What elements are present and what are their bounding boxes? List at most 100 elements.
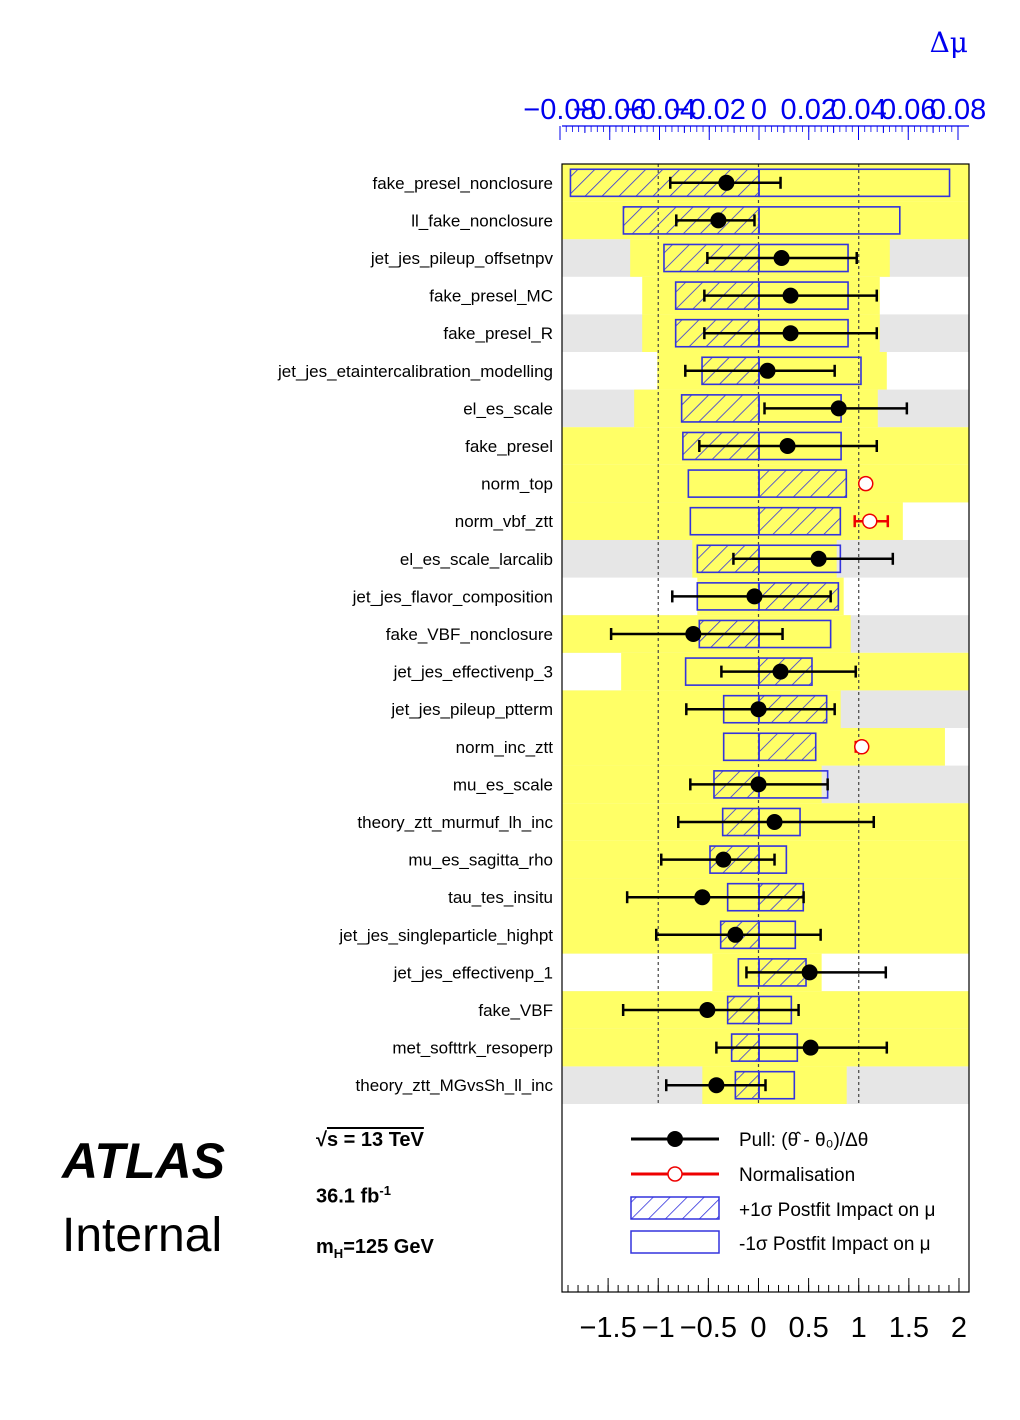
top-tick-label: −0.02 xyxy=(673,94,746,126)
legend-normalisation-label: Normalisation xyxy=(739,1165,855,1186)
parameter-label: el_es_scale xyxy=(463,399,553,418)
top-tick-label: 0 xyxy=(751,94,767,126)
pull-marker xyxy=(802,1039,819,1056)
prefit-band xyxy=(562,502,903,540)
top-axis-title: Δμ xyxy=(930,26,968,59)
bottom-tick-label: 1 xyxy=(851,1312,867,1344)
mass-subscript: H xyxy=(333,1246,344,1261)
legend: Pull: (θ̂ - θ₀)/Δθ Normalisation +1σ Pos… xyxy=(630,1130,935,1255)
pull-marker xyxy=(715,851,732,868)
top-tick-label: 0.04 xyxy=(830,94,886,126)
parameter-label: jet_jes_pileup_ptterm xyxy=(390,700,553,719)
top-tick-label: 0.08 xyxy=(930,94,986,126)
legend-normalisation-marker xyxy=(667,1166,683,1182)
parameter-label: el_es_scale_larcalib xyxy=(400,550,553,569)
top-tick-label: −0.08 xyxy=(523,94,596,126)
luminosity-value: 36.1 fb xyxy=(316,1185,380,1208)
luminosity-label: 36.1 fb-1 xyxy=(316,1183,391,1209)
pull-marker xyxy=(801,964,818,981)
parameter-label: jet_jes_pileup_offsetnpv xyxy=(370,249,554,268)
parameter-label: tau_tes_insitu xyxy=(448,888,553,907)
legend-pull-label: Pull: (θ̂ - θ₀)/Δθ xyxy=(739,1130,868,1151)
parameter-label: fake_VBF xyxy=(478,1001,553,1020)
parameter-label: norm_inc_ztt xyxy=(456,738,554,757)
bottom-tick-label: −1 xyxy=(642,1312,675,1344)
pull-marker xyxy=(782,325,799,342)
pull-marker xyxy=(746,588,763,605)
pull-marker xyxy=(750,701,767,718)
top-tick-label: 0.06 xyxy=(880,94,936,126)
pull-marker xyxy=(727,926,744,943)
top-tick-label: −0.04 xyxy=(623,94,696,126)
parameter-label: norm_vbf_ztt xyxy=(455,512,554,531)
normalisation-marker xyxy=(853,739,870,755)
parameter-label: jet_jes_singleparticle_highpt xyxy=(338,926,553,945)
parameter-label: fake_VBF_nonclosure xyxy=(386,625,553,644)
luminosity-exponent: -1 xyxy=(379,1183,391,1198)
top-tick-label: 0.02 xyxy=(781,94,837,126)
top-tick-label: −0.06 xyxy=(573,94,646,126)
parameter-label: fake_presel xyxy=(465,437,553,456)
plus-impact-box xyxy=(758,732,817,762)
experiment-name: ATLAS xyxy=(62,1133,225,1189)
legend-pull-marker xyxy=(667,1131,683,1147)
pull-marker xyxy=(759,362,776,379)
prefit-band xyxy=(562,728,945,766)
parameter-label: ll_fake_nonclosure xyxy=(411,211,553,230)
bottom-tick-label: 2 xyxy=(951,1312,967,1344)
pull-marker xyxy=(779,438,796,454)
bottom-tick-label: −0.5 xyxy=(680,1312,737,1344)
pull-marker xyxy=(782,287,799,304)
pull-marker xyxy=(718,174,735,191)
energy-label: √s = 13 TeV xyxy=(316,1129,424,1152)
parameter-label: fake_presel_MC xyxy=(429,287,553,306)
parameter-label: mu_es_sagitta_rho xyxy=(408,851,553,870)
normalisation-marker xyxy=(857,475,874,492)
mass-symbol: m xyxy=(316,1236,334,1258)
pull-marker xyxy=(810,550,827,567)
axes: −1.5 −1 −0.5 0 0.5 1 1.5 2−0.08−0.06−0.04−0.02 0… xyxy=(523,26,986,1344)
pull-marker xyxy=(685,626,702,642)
parameter-label: theory_ztt_MGvsSh_ll_inc xyxy=(356,1076,554,1095)
pull-marker xyxy=(694,889,711,906)
normalisation-marker xyxy=(862,513,878,529)
pull-marker xyxy=(699,1002,716,1018)
energy-value: s = 13 TeV xyxy=(326,1129,424,1151)
pull-marker xyxy=(830,400,847,417)
pull-marker xyxy=(766,814,783,830)
mass-value: =125 GeV xyxy=(343,1236,434,1258)
parameter-label: mu_es_scale xyxy=(453,775,553,794)
bottom-tick-label: −1.5 xyxy=(579,1312,636,1344)
bottom-tick-label: 0.5 xyxy=(788,1312,828,1344)
legend-minus-impact-label: -1σ Postfit Impact on μ xyxy=(739,1234,931,1255)
legend-minus-impact-swatch xyxy=(630,1230,720,1254)
plus-impact-box xyxy=(758,469,848,498)
parameter-label: norm_top xyxy=(481,475,553,494)
parameter-label: met_softtrk_resoperp xyxy=(392,1039,553,1058)
legend-plus-impact-swatch xyxy=(630,1196,720,1220)
parameter-label: fake_presel_nonclosure xyxy=(372,174,553,193)
pull-marker xyxy=(772,663,789,680)
parameter-label: jet_jes_effectivenp_3 xyxy=(393,663,553,682)
plus-impact-box xyxy=(758,506,842,536)
mass-label: mH=125 GeV xyxy=(316,1236,434,1261)
sqrt-symbol: √ xyxy=(316,1129,327,1151)
pull-marker xyxy=(773,250,790,266)
pull-marker xyxy=(750,776,767,793)
pull-marker xyxy=(710,212,727,229)
pull-marker xyxy=(708,1077,725,1094)
parameter-label: jet_jes_effectivenp_1 xyxy=(393,963,553,982)
plot-frame xyxy=(561,163,970,1293)
parameter-label: jet_jes_etaintercalibration_modelling xyxy=(277,362,553,381)
bottom-tick-label: 0 xyxy=(750,1312,766,1344)
pull-markers xyxy=(609,174,909,1094)
experiment-status: Internal xyxy=(62,1209,223,1262)
parameter-label: fake_presel_R xyxy=(443,324,553,343)
parameter-labels: fake_presel_nonclosure ll_fake_nonclosure… xyxy=(277,174,554,1095)
legend-plus-impact-label: +1σ Postfit Impact on μ xyxy=(739,1200,935,1221)
bottom-tick-label: 1.5 xyxy=(889,1312,929,1344)
plus-impact-box xyxy=(680,394,760,423)
parameter-label: jet_jes_flavor_composition xyxy=(352,587,553,606)
parameter-label: theory_ztt_murmuf_lh_inc xyxy=(357,813,553,832)
